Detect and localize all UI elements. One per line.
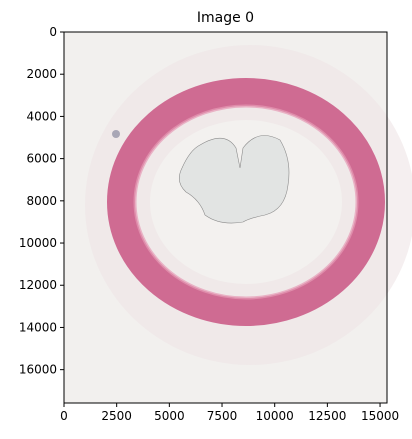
y-tick-label: 0 (49, 25, 57, 39)
y-tick-label: 16000 (19, 363, 57, 377)
axes-frame (63, 31, 388, 404)
x-tick-label: 15000 (361, 409, 399, 423)
y-tick-label: 8000 (26, 194, 57, 208)
tissue-spot (112, 130, 120, 138)
x-tick-label: 2500 (101, 409, 132, 423)
y-tick-label: 10000 (19, 236, 57, 250)
vessel-wall-inner (133, 104, 359, 300)
y-tick-label: 2000 (26, 67, 57, 81)
image (64, 32, 412, 403)
chart-title: Image 0 (197, 10, 254, 26)
x-tick-label: 12500 (308, 409, 346, 423)
x-tick-label: 5000 (154, 409, 185, 423)
x-tick-label: 10000 (256, 409, 294, 423)
specimen-cutout (178, 135, 290, 224)
x-tick-label: 0 (60, 409, 68, 423)
y-tick-label: 4000 (26, 109, 57, 123)
y-tick-label: 14000 (19, 320, 57, 334)
y-tick-label: 12000 (19, 278, 57, 292)
y-tick-label: 6000 (26, 152, 57, 166)
x-tick-label: 7500 (207, 409, 238, 423)
vessel-wall (107, 78, 385, 326)
